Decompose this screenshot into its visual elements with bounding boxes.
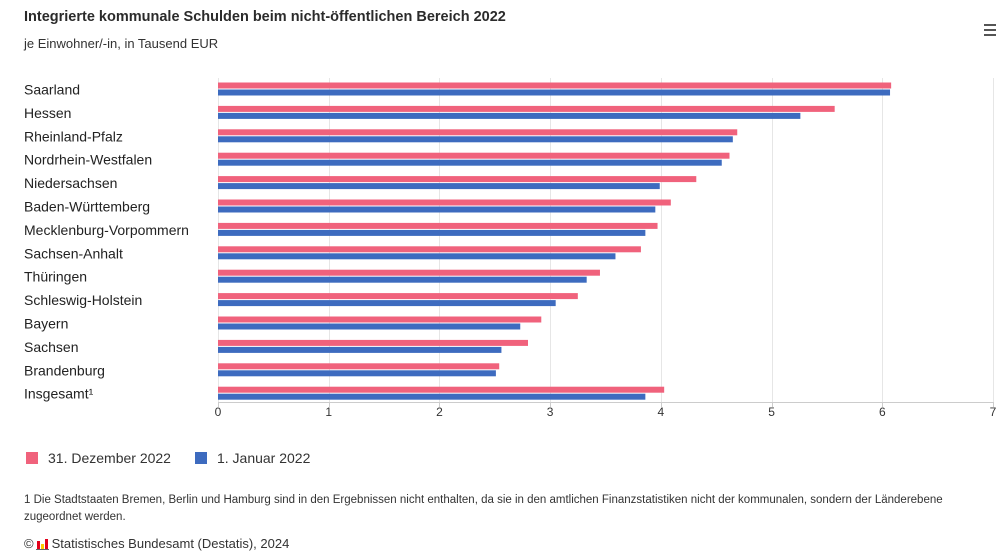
category-label-schleswig-holstein: Schleswig-Holstein	[24, 292, 142, 308]
x-tick-label-6: 6	[879, 405, 886, 419]
category-label-baden-wuerttemberg: Baden-Württemberg	[24, 199, 150, 215]
bar-31-dezember-2022-nordrhein-westfalen[interactable]	[218, 152, 730, 159]
bar-1-januar-2022-rheinland-pfalz[interactable]	[218, 136, 733, 143]
bar-31-dezember-2022-mecklenburg-vorpommern[interactable]	[218, 222, 658, 229]
chart-title: Integrierte kommunale Schulden beim nich…	[24, 9, 506, 25]
menu-icon-line	[984, 24, 996, 26]
bar-1-januar-2022-mecklenburg-vorpommern[interactable]	[218, 229, 646, 236]
bar-1-januar-2022-bayern[interactable]	[218, 323, 521, 330]
category-label-hessen: Hessen	[24, 105, 71, 121]
destatis-logo-icon	[35, 538, 49, 550]
bar-1-januar-2022-insgesamt[interactable]	[218, 393, 646, 400]
bar-1-januar-2022-saarland[interactable]	[218, 89, 891, 96]
bar-1-januar-2022-niedersachsen[interactable]	[218, 183, 660, 190]
bar-31-dezember-2022-schleswig-holstein[interactable]	[218, 293, 578, 300]
legend-swatch-31-dezember-2022	[26, 452, 38, 464]
legend-item-1-januar-2022[interactable]: 1. Januar 2022	[193, 448, 310, 468]
bar-31-dezember-2022-bayern[interactable]	[218, 316, 542, 323]
x-tick-label-0: 0	[215, 405, 222, 419]
bar-31-dezember-2022-insgesamt[interactable]	[218, 386, 665, 393]
category-label-brandenburg: Brandenburg	[24, 362, 105, 378]
bar-1-januar-2022-hessen[interactable]	[218, 112, 801, 119]
x-tick-label-7: 7	[990, 405, 997, 419]
bar-chart: Saarland Hessen Rheinland-Pfalz Nordrhein-W…	[24, 78, 997, 419]
bar-31-dezember-2022-niedersachsen[interactable]	[218, 176, 697, 183]
bar-31-dezember-2022-saarland[interactable]	[218, 82, 892, 89]
category-label-rheinland-pfalz: Rheinland-Pfalz	[24, 128, 123, 144]
source-text: Statistisches Bundesamt (Destatis), 2024	[51, 536, 290, 551]
bar-31-dezember-2022-thueringen[interactable]	[218, 269, 600, 276]
bar-1-januar-2022-brandenburg[interactable]	[218, 370, 496, 377]
category-label-insgesamt: Insgesamt¹	[24, 386, 94, 402]
menu-icon-line	[984, 34, 996, 36]
category-label-thueringen: Thüringen	[24, 269, 87, 285]
category-label-niedersachsen: Niedersachsen	[24, 175, 117, 191]
bar-31-dezember-2022-sachsen[interactable]	[218, 339, 528, 346]
bar-31-dezember-2022-rheinland-pfalz[interactable]	[218, 129, 738, 136]
category-label-saarland: Saarland	[24, 82, 80, 98]
legend: 31. Dezember 2022 1. Januar 2022	[24, 448, 332, 468]
chart-subtitle: je Einwohner/-in, in Tausend EUR	[24, 36, 219, 51]
bar-31-dezember-2022-baden-wuerttemberg[interactable]	[218, 199, 671, 206]
legend-item-31-dezember-2022[interactable]: 31. Dezember 2022	[24, 448, 171, 468]
x-tick-label-5: 5	[768, 405, 775, 419]
category-label-bayern: Bayern	[24, 316, 68, 332]
bar-1-januar-2022-baden-wuerttemberg[interactable]	[218, 206, 656, 213]
menu-icon[interactable]	[984, 24, 996, 37]
category-label-mecklenburg-vorpommern: Mecklenburg-Vorpommern	[24, 222, 189, 238]
bar-31-dezember-2022-sachsen-anhalt[interactable]	[218, 246, 641, 253]
x-tick-label-3: 3	[547, 405, 554, 419]
legend-label-1-januar-2022: 1. Januar 2022	[216, 450, 311, 466]
bar-1-januar-2022-sachsen[interactable]	[218, 346, 502, 353]
bar-31-dezember-2022-hessen[interactable]	[218, 105, 835, 112]
menu-icon-line	[984, 29, 996, 31]
category-label-sachsen: Sachsen	[24, 339, 78, 355]
x-tick-label-2: 2	[436, 405, 443, 419]
bar-31-dezember-2022-brandenburg[interactable]	[218, 363, 500, 370]
bar-1-januar-2022-schleswig-holstein[interactable]	[218, 300, 556, 307]
bar-1-januar-2022-thueringen[interactable]	[218, 276, 587, 283]
x-tick-label-4: 4	[658, 405, 665, 419]
legend-label-31-dezember-2022: 31. Dezember 2022	[48, 450, 171, 466]
bar-1-januar-2022-nordrhein-westfalen[interactable]	[218, 159, 722, 166]
source-line: © Statistisches Bundesamt (Destatis), 20…	[24, 536, 289, 551]
legend-swatch-1-januar-2022	[194, 452, 207, 464]
category-label-sachsen-anhalt: Sachsen-Anhalt	[24, 245, 123, 261]
bar-1-januar-2022-sachsen-anhalt[interactable]	[218, 253, 616, 260]
x-tick-label-1: 1	[325, 405, 332, 419]
copyright-symbol: ©	[24, 536, 34, 551]
footnote: 1 Die Stadtstaaten Bremen, Berlin und Ha…	[24, 494, 943, 523]
category-label-nordrhein-westfalen: Nordrhein-Westfalen	[24, 152, 152, 168]
